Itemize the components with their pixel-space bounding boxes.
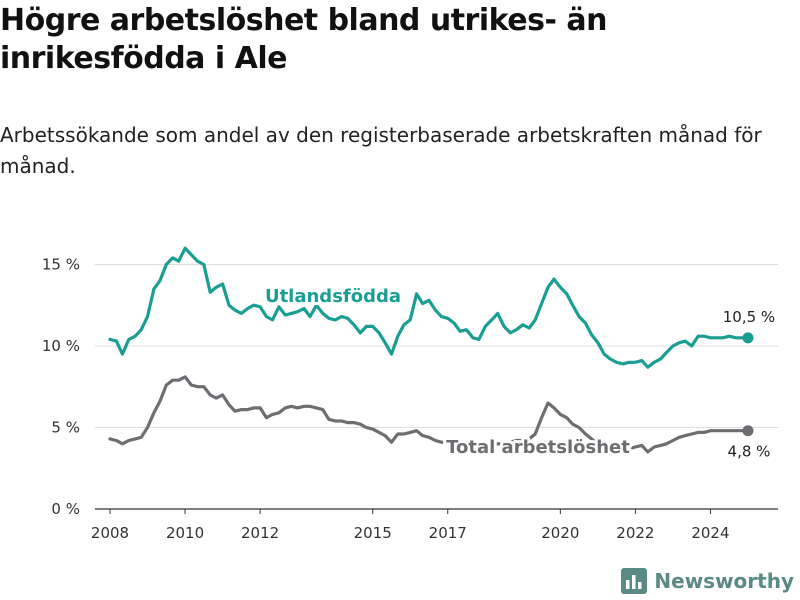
y-tick-label: 15 % [42,255,80,273]
total-end-value: 4,8 % [728,443,771,461]
brand-logo: Newsworthy [621,568,794,594]
y-tick-label: 0 % [51,500,80,518]
x-tick-label: 2008 [91,524,129,542]
series-labels: 10,5 % 4,8 % Utlandsfödda Total arbetslöshe… [262,283,775,461]
chart-subtitle: Arbetssökande som andel av den registerb… [0,123,762,178]
total-unemployment-line [108,375,750,454]
bar-chart-logo-icon [621,568,648,594]
total-end-point [742,425,754,437]
x-tick-label: 2020 [541,524,579,542]
brand-name: Newsworthy [654,569,794,593]
chart-title: Högre arbetslöshet bland utrikes- än inr… [0,3,607,76]
series-label-total: Total arbetslöshet [446,437,630,458]
foreign-born-end-value: 10,5 % [723,308,775,326]
x-tick-label: 2012 [241,524,279,542]
series-lines [108,246,754,454]
x-tick-label: 2015 [354,524,392,542]
series-label-foreign-born: Utlandsfödda [265,286,401,307]
axes: 0 % 5 % 10 % 15 % 2008 2010 2012 2015 2017 2020 20… [42,255,778,542]
y-tick-label: 10 % [42,337,80,355]
foreign-born-end-point [742,332,754,344]
x-tick-label: 2024 [691,524,729,542]
x-tick-label: 2017 [429,524,467,542]
foreign-born-line [108,246,750,369]
gridlines [95,263,778,428]
x-tick-label: 2010 [166,524,204,542]
x-tick-label: 2022 [616,524,654,542]
y-tick-label: 5 % [51,418,80,436]
